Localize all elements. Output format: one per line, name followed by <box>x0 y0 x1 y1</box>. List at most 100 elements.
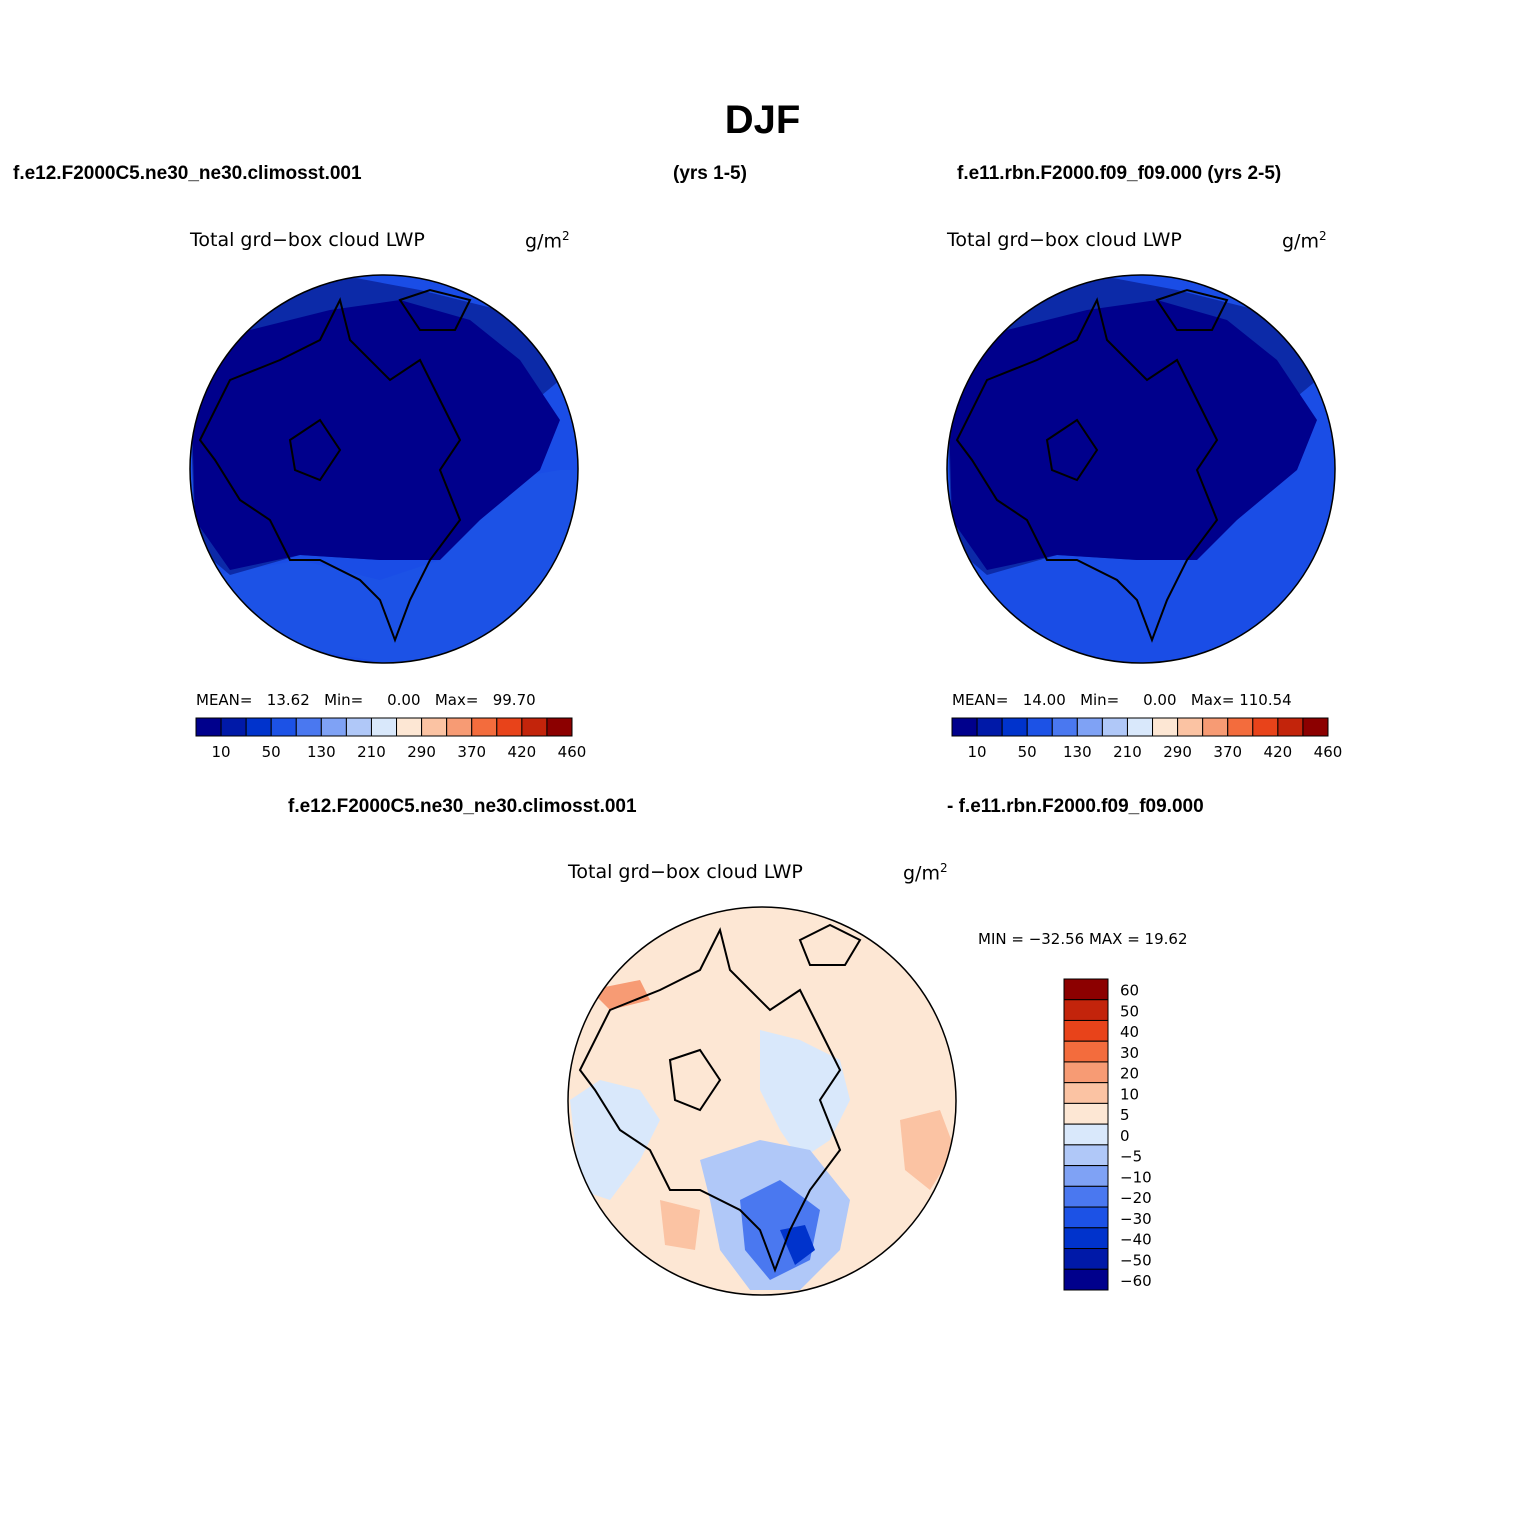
top-right-field-title: Total grd−box cloud LWP <box>947 229 1182 251</box>
colorbar-tick-label: −10 <box>1120 1168 1152 1186</box>
diff-positive-region <box>900 1110 955 1190</box>
colorbar-swatch <box>1063 1040 1109 1063</box>
colorbar-swatch <box>446 717 473 737</box>
colorbar-tick-label: 210 <box>357 743 386 761</box>
top-left-units: g/m2 <box>525 229 570 253</box>
colorbar-swatch <box>1063 1165 1109 1187</box>
colorbar-swatch <box>1063 1019 1109 1042</box>
top-right-units: g/m2 <box>1282 229 1327 253</box>
colorbar-tick-label: 10 <box>1120 1085 1139 1103</box>
top-right-case-name: f.e11.rbn.F2000.f09_f09.000 (yrs 2-5) <box>957 163 1282 184</box>
bottom-field-title: Total grd−box cloud LWP <box>568 861 803 883</box>
colorbar-swatch <box>1227 717 1254 737</box>
colorbar-swatch <box>1302 717 1329 737</box>
bottom-units: g/m2 <box>903 861 948 885</box>
bottom-case-b: - f.e11.rbn.F2000.f09_f09.000 <box>947 796 1204 817</box>
map-top-right <box>947 275 1335 663</box>
colorbar-swatch <box>1063 999 1109 1021</box>
contour-low-band <box>192 300 560 570</box>
colorbar-swatch <box>1063 1206 1109 1229</box>
page-title: DJF <box>724 98 801 142</box>
colorbar-tick-label: 130 <box>1063 743 1092 761</box>
colorbar-tick-label: 50 <box>1120 1002 1139 1020</box>
coastline-islands <box>288 288 472 482</box>
colorbar-tick-label: 50 <box>1018 743 1037 761</box>
colorbar-tick-label: −40 <box>1120 1231 1152 1249</box>
colorbar-tick-label: 10 <box>968 743 987 761</box>
top-left-field-title: Total grd−box cloud LWP <box>190 229 425 251</box>
map-bottom-border <box>567 906 957 1296</box>
colorbar-tick-label: 370 <box>457 743 486 761</box>
colorbar-tick-label: 460 <box>1314 743 1343 761</box>
colorbar-swatch <box>1063 1102 1109 1125</box>
colorbar-swatch <box>1001 717 1028 737</box>
colorbar-tick-label: −5 <box>1120 1148 1142 1166</box>
colorbar-tick-label: −30 <box>1120 1210 1152 1228</box>
colorbar-tick-label: 420 <box>1264 743 1293 761</box>
diff-negative-region <box>760 1030 850 1160</box>
colorbar-tick-label: 290 <box>407 743 436 761</box>
bottom-case-a: f.e12.F2000C5.ne30_ne30.climosst.001 <box>288 796 637 817</box>
colorbar-swatch <box>220 717 247 737</box>
colorbar-swatch <box>496 717 523 737</box>
colorbar-swatch <box>976 717 1003 737</box>
top-left-case-name: f.e12.F2000C5.ne30_ne30.climosst.001 <box>13 163 362 184</box>
colorbar-tick-label: −50 <box>1120 1251 1152 1269</box>
colorbar-swatch <box>1177 717 1204 737</box>
colorbar-tick-label: 5 <box>1120 1106 1130 1124</box>
top-left-years: (yrs 1-5) <box>673 163 747 184</box>
colorbar-tick-label: −60 <box>1120 1272 1152 1290</box>
colorbar-swatch <box>1252 717 1279 737</box>
colorbar-swatch <box>396 717 423 737</box>
colorbar-swatch <box>951 717 978 737</box>
colorbar-swatch <box>1202 717 1229 737</box>
colorbar-tick-label: 10 <box>212 743 231 761</box>
colorbar-swatch <box>345 717 372 737</box>
colorbar-swatch <box>1076 717 1103 737</box>
coastline <box>955 297 1219 643</box>
colorbar-tick-label: 20 <box>1120 1065 1139 1083</box>
coastline-islands <box>1045 288 1229 482</box>
coastline-islands <box>668 923 862 1112</box>
map-top-left-border <box>189 274 579 664</box>
colorbar-swatch <box>195 717 222 737</box>
colorbar-swatch <box>1026 717 1053 737</box>
colorbar-tick-label: 0 <box>1120 1127 1130 1145</box>
map-top-left <box>190 275 578 663</box>
colorbar-tick-label: 370 <box>1213 743 1242 761</box>
colorbar-tick-label: 50 <box>262 743 281 761</box>
colorbar-swatch <box>245 717 272 737</box>
colorbar-swatch <box>471 717 498 737</box>
colorbar-swatch <box>1063 1268 1109 1291</box>
colorbar-tick-label: 210 <box>1113 743 1142 761</box>
colorbar-swatch <box>1063 1185 1109 1208</box>
colorbar-tick-label: 30 <box>1120 1044 1139 1062</box>
colorbar-swatch <box>1063 978 1109 1001</box>
colorbar-swatch <box>1126 717 1154 737</box>
colorbar-swatch <box>1063 1123 1109 1146</box>
coastline <box>198 297 462 643</box>
colorbar-swatch <box>370 717 398 737</box>
colorbar-swatch <box>1063 1061 1109 1084</box>
colorbar-swatch <box>1063 1144 1109 1167</box>
colorbar-tick-label: 420 <box>508 743 537 761</box>
bottom-minmax: MIN = −32.56 MAX = 19.62 <box>978 930 1188 948</box>
colorbar-top-right: 10 50 130 210 290 370 420 460 <box>951 717 1343 761</box>
colorbar-tick-label: 130 <box>307 743 336 761</box>
colorbar-tick-label: 460 <box>558 743 587 761</box>
coastline <box>578 927 842 1273</box>
colorbar-swatch <box>421 717 448 737</box>
colorbar-swatch <box>295 717 322 737</box>
colorbar-tick-label: 40 <box>1120 1023 1139 1041</box>
colorbar-swatch <box>1101 717 1128 737</box>
colorbar-tick-label: 60 <box>1120 982 1139 1000</box>
colorbar-swatch <box>320 717 347 737</box>
colorbar-swatch <box>270 717 297 737</box>
colorbar-swatch <box>1152 717 1179 737</box>
map-bottom-difference <box>568 907 956 1295</box>
colorbar-swatch <box>1063 1227 1109 1250</box>
top-left-stats: MEAN= 13.62 Min= 0.00 Max= 99.70 <box>196 691 536 709</box>
diff-positive-region <box>660 1200 700 1250</box>
